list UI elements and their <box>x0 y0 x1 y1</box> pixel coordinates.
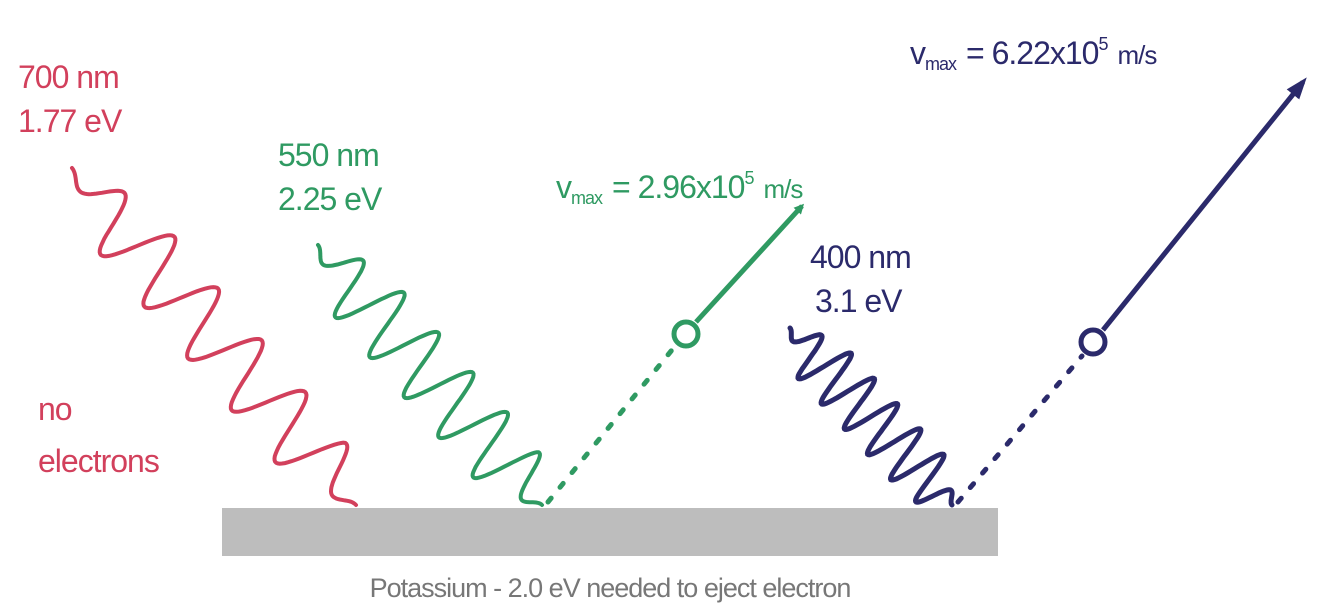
page: {"photons": [ {"wavelength": "700 nm", "… <box>0 0 1343 609</box>
electron <box>1081 330 1105 354</box>
photon-wave <box>790 328 952 505</box>
potassium-plate <box>222 508 998 556</box>
symbol: v <box>910 35 926 71</box>
subscript: max <box>925 54 957 74</box>
velocity: vmax = 2.96x105 m/s <box>556 168 803 208</box>
value: = 6.22x10 <box>966 35 1099 71</box>
electron-path <box>958 356 1082 502</box>
electron <box>674 322 698 346</box>
subscript: max <box>571 188 603 208</box>
velocity-arrow <box>696 206 802 322</box>
wavelength: 550 nm <box>278 137 379 173</box>
electron-path <box>548 345 676 502</box>
exponent: 5 <box>744 168 754 188</box>
wavelength: 400 nm <box>810 239 911 275</box>
unit: m/s <box>1117 40 1157 70</box>
velocity: vmax = 6.22x105 m/s <box>910 34 1157 74</box>
value: = 2.96x10 <box>612 169 745 205</box>
unit: m/s <box>763 174 803 204</box>
energy: 1.77 eV <box>18 103 123 139</box>
waves <box>72 168 952 505</box>
exponent: 5 <box>1098 34 1108 54</box>
symbol: v <box>556 169 572 205</box>
wavelength: 700 nm <box>18 59 119 95</box>
velocity-arrow <box>1103 82 1303 330</box>
diagram: 700 nm 1.77 eV no electrons 550 nm 2.25 … <box>0 0 1343 609</box>
photon-wave <box>318 245 542 505</box>
energy: 2.25 eV <box>278 181 383 217</box>
caption: Potassium - 2.0 eV needed to eject elect… <box>370 573 851 603</box>
result: no <box>38 391 72 427</box>
result: electrons <box>38 443 159 479</box>
energy: 3.1 eV <box>815 283 903 319</box>
